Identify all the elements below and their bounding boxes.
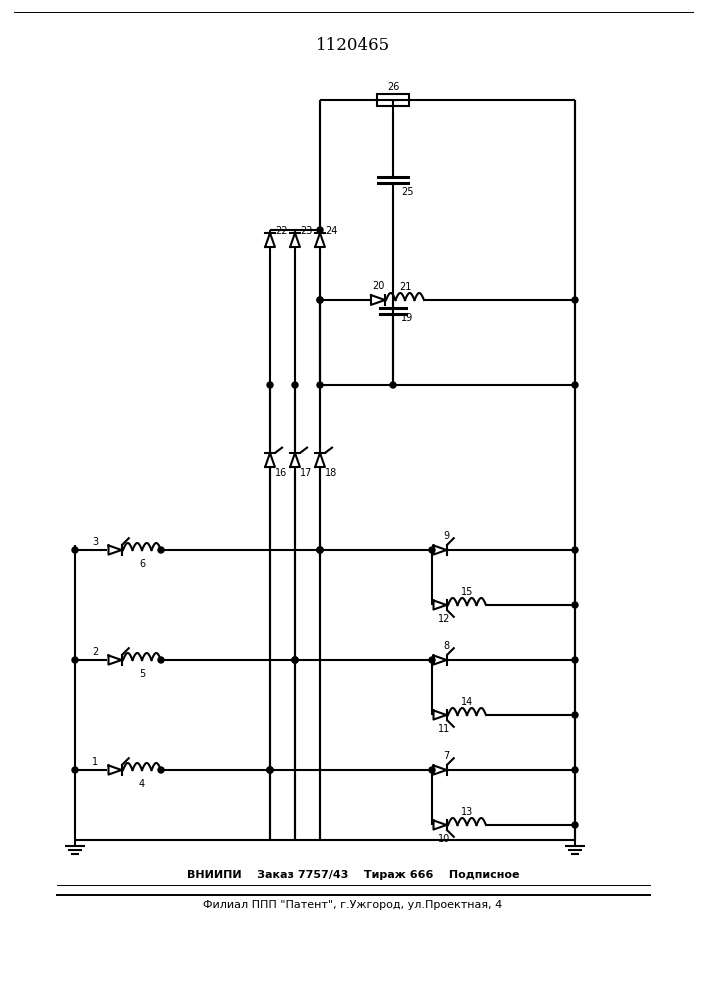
Text: 16: 16 bbox=[275, 468, 287, 478]
Text: 15: 15 bbox=[461, 587, 473, 597]
Text: 3: 3 bbox=[92, 537, 98, 547]
Text: 4: 4 bbox=[139, 779, 145, 789]
Text: 1: 1 bbox=[92, 757, 98, 767]
Bar bbox=[377, 94, 409, 106]
Text: 8: 8 bbox=[443, 641, 449, 651]
Text: 6: 6 bbox=[139, 559, 145, 569]
Circle shape bbox=[429, 547, 435, 553]
Text: 24: 24 bbox=[325, 226, 337, 236]
Circle shape bbox=[158, 657, 164, 663]
Text: 19: 19 bbox=[401, 313, 414, 323]
Text: 23: 23 bbox=[300, 226, 312, 236]
Circle shape bbox=[292, 657, 298, 663]
Circle shape bbox=[390, 382, 396, 388]
Text: 11: 11 bbox=[438, 724, 450, 734]
Circle shape bbox=[317, 547, 323, 553]
Circle shape bbox=[572, 547, 578, 553]
Text: 9: 9 bbox=[443, 531, 449, 541]
Circle shape bbox=[572, 382, 578, 388]
Circle shape bbox=[317, 297, 323, 303]
Circle shape bbox=[158, 547, 164, 553]
Circle shape bbox=[572, 712, 578, 718]
Text: 25: 25 bbox=[401, 187, 414, 197]
Text: 5: 5 bbox=[139, 669, 145, 679]
Circle shape bbox=[72, 657, 78, 663]
Circle shape bbox=[267, 767, 273, 773]
Circle shape bbox=[572, 602, 578, 608]
Circle shape bbox=[267, 767, 273, 773]
Text: 21: 21 bbox=[399, 282, 411, 292]
Text: 22: 22 bbox=[275, 226, 288, 236]
Circle shape bbox=[267, 767, 273, 773]
Circle shape bbox=[317, 227, 323, 233]
Text: 2: 2 bbox=[92, 647, 98, 657]
Circle shape bbox=[292, 657, 298, 663]
Text: 26: 26 bbox=[387, 82, 399, 92]
Text: ВНИИПИ    Заказ 7757/43    Тираж 666    Подписное: ВНИИПИ Заказ 7757/43 Тираж 666 Подписное bbox=[187, 870, 519, 880]
Text: 7: 7 bbox=[443, 751, 449, 761]
Text: 14: 14 bbox=[461, 697, 473, 707]
Circle shape bbox=[429, 767, 435, 773]
Circle shape bbox=[72, 547, 78, 553]
Circle shape bbox=[317, 547, 323, 553]
Circle shape bbox=[267, 382, 273, 388]
Circle shape bbox=[429, 657, 435, 663]
Circle shape bbox=[572, 297, 578, 303]
Text: 1120465: 1120465 bbox=[316, 36, 390, 53]
Text: Филиал ППП "Патент", г.Ужгород, ул.Проектная, 4: Филиал ППП "Патент", г.Ужгород, ул.Проек… bbox=[204, 900, 503, 910]
Circle shape bbox=[572, 657, 578, 663]
Text: 12: 12 bbox=[438, 614, 450, 624]
Circle shape bbox=[572, 767, 578, 773]
Text: 13: 13 bbox=[461, 807, 473, 817]
Circle shape bbox=[572, 822, 578, 828]
Text: 18: 18 bbox=[325, 468, 337, 478]
Circle shape bbox=[317, 297, 323, 303]
Text: 20: 20 bbox=[372, 281, 384, 291]
Circle shape bbox=[72, 767, 78, 773]
Circle shape bbox=[317, 547, 323, 553]
Text: 17: 17 bbox=[300, 468, 312, 478]
Circle shape bbox=[292, 657, 298, 663]
Circle shape bbox=[317, 382, 323, 388]
Circle shape bbox=[292, 382, 298, 388]
Text: 10: 10 bbox=[438, 834, 450, 844]
Circle shape bbox=[158, 767, 164, 773]
